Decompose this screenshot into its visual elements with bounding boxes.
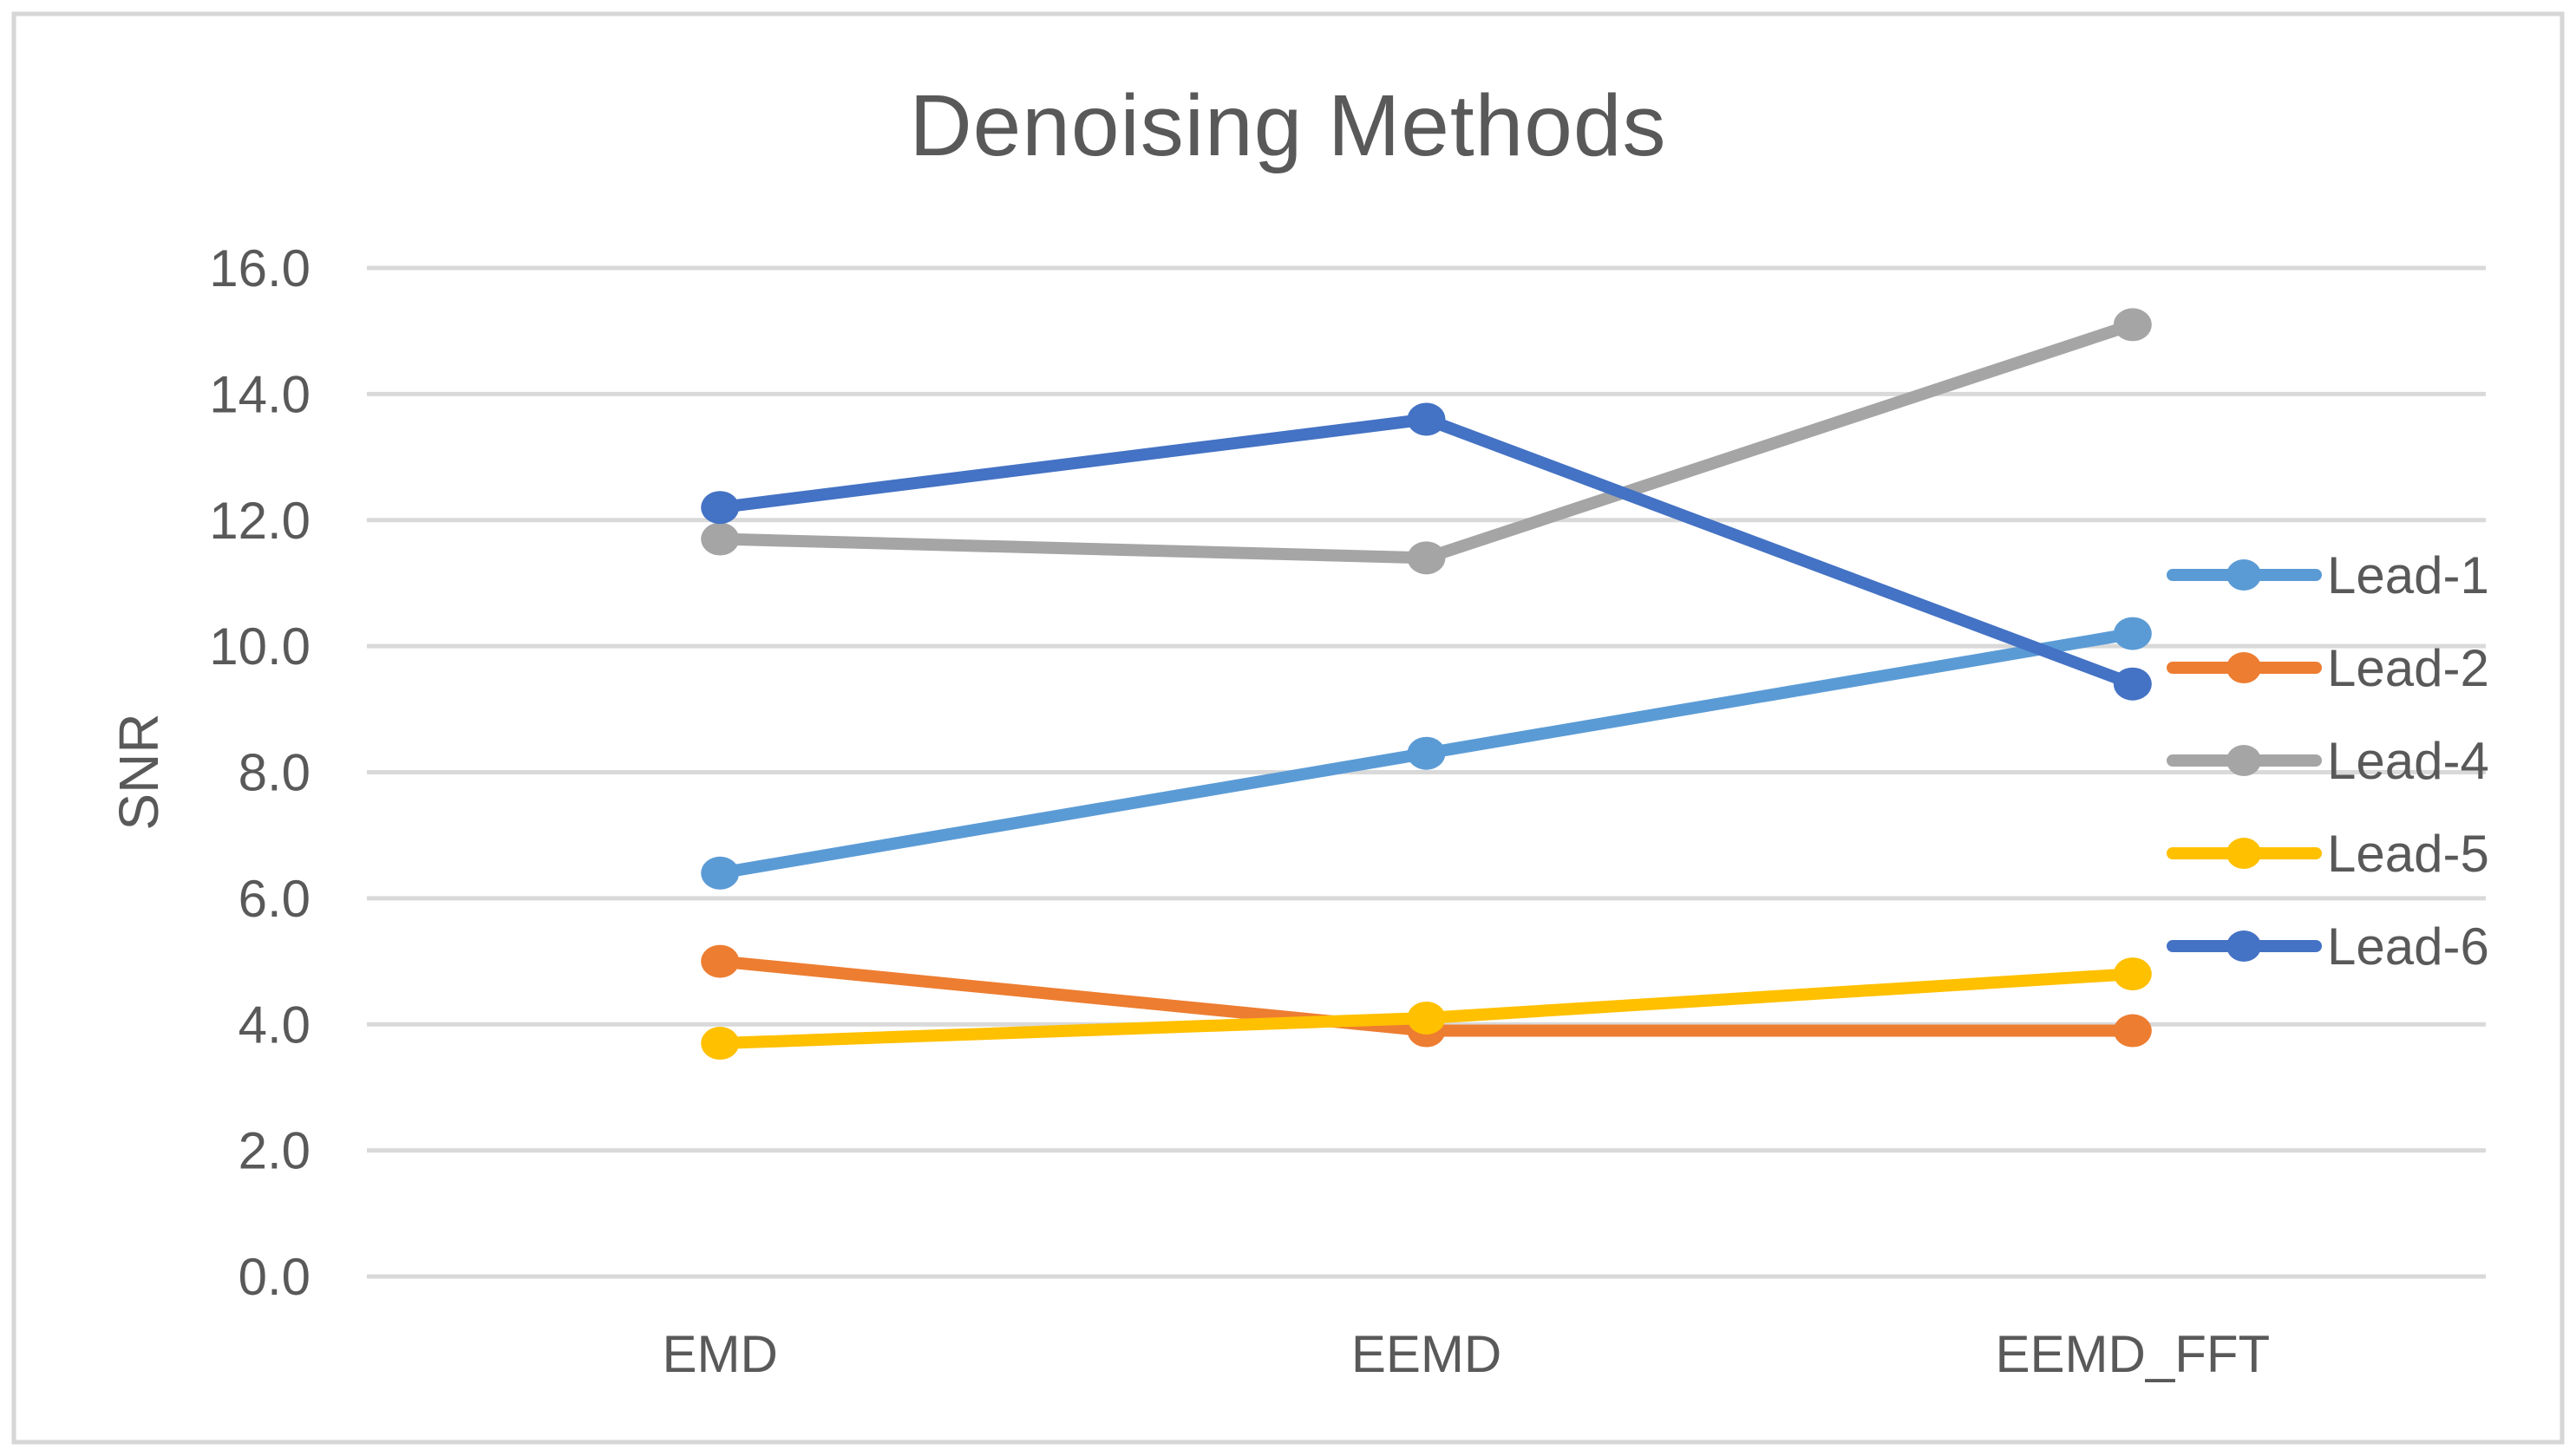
legend-marker-lead-2 (2226, 652, 2261, 683)
series-marker-lead-6-EMD (701, 491, 740, 525)
series-marker-lead-1-EEMD_FFT (2113, 617, 2152, 650)
y-tick-label-8: 8.0 (239, 744, 311, 802)
legend-marker-lead-6 (2226, 930, 2261, 962)
x-category-label-EEMD: EEMD (1351, 1325, 1501, 1383)
series-marker-lead-4-EEMD_FFT (2113, 308, 2152, 342)
series-marker-lead-5-EMD (701, 1027, 740, 1061)
legend-label-lead-6: Lead-6 (2327, 917, 2489, 976)
legend-label-lead-4: Lead-4 (2327, 732, 2489, 790)
legend-label-lead-2: Lead-2 (2327, 639, 2489, 697)
y-tick-label-0: 0.0 (239, 1248, 311, 1306)
series-line-lead-4 (714, 318, 2139, 565)
chart-frame-border (11, 11, 2565, 1445)
y-tick-label-10: 10.0 (209, 617, 311, 676)
y-tick-label-4: 4.0 (239, 996, 311, 1054)
legend-marker-lead-1 (2226, 559, 2261, 591)
series-marker-lead-2-EEMD_FFT (2113, 1014, 2152, 1048)
y-tick-label-6: 6.0 (239, 870, 311, 928)
x-category-label-EMD: EMD (662, 1325, 777, 1383)
y-tick-label-2: 2.0 (239, 1122, 311, 1180)
series-marker-lead-6-EEMD_FFT (2113, 667, 2152, 701)
legend-marker-lead-5 (2226, 838, 2261, 869)
legend-label-lead-1: Lead-1 (2327, 546, 2489, 604)
series-marker-lead-1-EEMD (1407, 736, 1446, 770)
y-tick-label-12: 12.0 (209, 492, 311, 550)
y-tick-label-14: 14.0 (209, 365, 311, 423)
legend-label-lead-5: Lead-5 (2327, 825, 2489, 883)
series-marker-lead-2-EMD (701, 944, 740, 978)
series-marker-lead-6-EEMD (1407, 402, 1446, 436)
x-category-label-EEMD_FFT: EEMD_FFT (1995, 1325, 2270, 1383)
series-marker-lead-4-EMD (701, 522, 740, 556)
y-tick-label-16: 16.0 (209, 239, 311, 297)
series-marker-lead-4-EEMD (1407, 541, 1446, 575)
series-marker-lead-5-EEMD_FFT (2113, 957, 2152, 991)
series-marker-lead-1-EMD (701, 856, 740, 890)
series-marker-lead-5-EEMD (1407, 1001, 1446, 1035)
legend-marker-lead-4 (2226, 745, 2261, 776)
